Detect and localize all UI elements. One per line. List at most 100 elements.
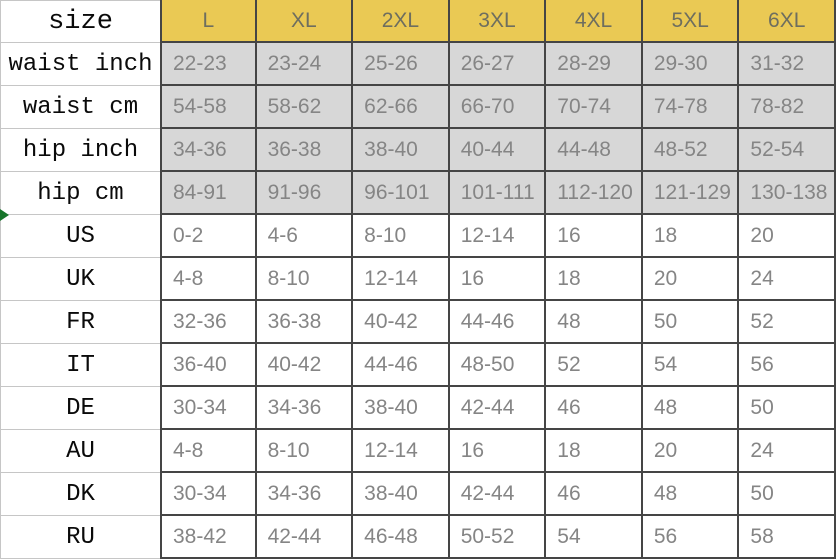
country-value-cell: 46 (546, 387, 643, 430)
country-value-cell: 54 (642, 344, 740, 387)
country-value-cell: 12-14 (353, 430, 450, 473)
meas-value-cell: 91-96 (256, 172, 354, 215)
country-value-cell: 48 (546, 301, 643, 344)
country-value-cell: 18 (546, 430, 643, 473)
meas-value-cell: 22-23 (160, 43, 257, 86)
country-value-cell: 44-46 (353, 344, 450, 387)
country-value-cell: 42-44 (256, 516, 354, 559)
meas-value-cell: 112-120 (546, 172, 643, 215)
country-value-cell: 32-36 (160, 301, 257, 344)
meas-value-cell: 101-111 (449, 172, 547, 215)
country-value-cell: 34-36 (256, 473, 354, 516)
row-label: waist cm (0, 86, 160, 129)
country-value-cell: 50-52 (449, 516, 547, 559)
row-label: US (0, 215, 160, 258)
meas-value-cell: 44-48 (546, 129, 643, 172)
meas-value-cell: 58-62 (256, 86, 354, 129)
country-value-cell: 24 (739, 258, 836, 301)
country-value-cell: 50 (739, 387, 836, 430)
country-value-cell: 48 (642, 387, 740, 430)
meas-value-cell: 29-30 (642, 43, 740, 86)
country-value-cell: 34-36 (256, 387, 354, 430)
country-value-cell: 42-44 (449, 387, 547, 430)
country-value-cell: 50 (642, 301, 740, 344)
row-label: hip inch (0, 129, 160, 172)
meas-value-cell: 74-78 (642, 86, 740, 129)
row-label: hip cm (0, 172, 160, 215)
country-value-cell: 0-2 (160, 215, 257, 258)
country-value-cell: 18 (642, 215, 740, 258)
meas-value-cell: 31-32 (739, 43, 836, 86)
size-header-cell: 5XL (642, 0, 740, 43)
country-value-cell: 30-34 (160, 387, 257, 430)
meas-value-cell: 26-27 (449, 43, 547, 86)
country-value-cell: 16 (546, 215, 643, 258)
country-value-cell: 38-40 (353, 387, 450, 430)
size-header-cell: 3XL (449, 0, 547, 43)
country-value-cell: 20 (642, 258, 740, 301)
country-value-cell: 58 (739, 516, 836, 559)
row-label: UK (0, 258, 160, 301)
meas-value-cell: 54-58 (160, 86, 257, 129)
country-value-cell: 46-48 (353, 516, 450, 559)
country-value-cell: 36-38 (256, 301, 354, 344)
country-value-cell: 12-14 (449, 215, 547, 258)
size-header-cell: 2XL (353, 0, 450, 43)
country-value-cell: 56 (642, 516, 740, 559)
country-value-cell: 8-10 (256, 258, 354, 301)
country-value-cell: 16 (449, 430, 547, 473)
country-value-cell: 12-14 (353, 258, 450, 301)
meas-value-cell: 25-26 (353, 43, 450, 86)
row-label: FR (0, 301, 160, 344)
meas-value-cell: 84-91 (160, 172, 257, 215)
size-header-cell: XL (256, 0, 354, 43)
meas-value-cell: 34-36 (160, 129, 257, 172)
country-value-cell: 40-42 (256, 344, 354, 387)
corner-size-label: size (0, 0, 160, 43)
meas-value-cell: 78-82 (739, 86, 836, 129)
country-value-cell: 18 (546, 258, 643, 301)
country-value-cell: 4-8 (160, 258, 257, 301)
meas-value-cell: 40-44 (449, 129, 547, 172)
meas-value-cell: 48-52 (642, 129, 740, 172)
country-value-cell: 36-40 (160, 344, 257, 387)
country-value-cell: 46 (546, 473, 643, 516)
country-value-cell: 30-34 (160, 473, 257, 516)
country-value-cell: 16 (449, 258, 547, 301)
row-label: DK (0, 473, 160, 516)
country-value-cell: 38-42 (160, 516, 257, 559)
country-value-cell: 42-44 (449, 473, 547, 516)
country-value-cell: 50 (739, 473, 836, 516)
row-label: waist inch (0, 43, 160, 86)
country-value-cell: 52 (546, 344, 643, 387)
country-value-cell: 44-46 (449, 301, 547, 344)
meas-value-cell: 66-70 (449, 86, 547, 129)
meas-value-cell: 62-66 (353, 86, 450, 129)
country-value-cell: 4-6 (256, 215, 354, 258)
green-arrow-marker (0, 209, 9, 221)
country-value-cell: 24 (739, 430, 836, 473)
meas-value-cell: 36-38 (256, 129, 354, 172)
row-label: IT (0, 344, 160, 387)
meas-value-cell: 23-24 (256, 43, 354, 86)
meas-value-cell: 38-40 (353, 129, 450, 172)
country-value-cell: 20 (642, 430, 740, 473)
country-value-cell: 54 (546, 516, 643, 559)
row-label: DE (0, 387, 160, 430)
meas-value-cell: 28-29 (546, 43, 643, 86)
country-value-cell: 48-50 (449, 344, 547, 387)
country-value-cell: 40-42 (353, 301, 450, 344)
size-header-cell: L (160, 0, 257, 43)
meas-value-cell: 96-101 (353, 172, 450, 215)
country-value-cell: 38-40 (353, 473, 450, 516)
meas-value-cell: 52-54 (739, 129, 836, 172)
country-value-cell: 52 (739, 301, 836, 344)
size-header-cell: 6XL (739, 0, 836, 43)
country-value-cell: 8-10 (256, 430, 354, 473)
row-label: RU (0, 516, 160, 559)
country-value-cell: 4-8 (160, 430, 257, 473)
country-value-cell: 8-10 (353, 215, 450, 258)
country-value-cell: 20 (739, 215, 836, 258)
